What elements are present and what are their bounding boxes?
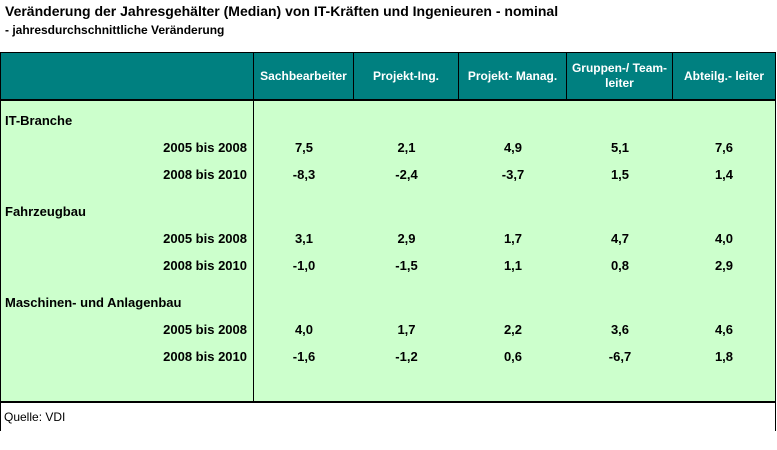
period-label: 2008 bis 2010 [163,258,247,273]
value-cell: 5,1 [610,140,630,155]
value-cell: 1,8 [714,349,734,364]
value-cell: 7,5 [294,140,314,155]
chart-title: Veränderung der Jahresgehälter (Median) … [5,3,559,19]
value-cell: 3,1 [294,231,314,246]
value-cell: -1,2 [395,349,418,364]
section-label-row: IT-Branche [1,107,775,134]
section-label-row: Fahrzeugbau [1,198,775,225]
value-cell: -6,7 [608,349,632,364]
column-header-sachbearbeiter: Sachbearbeiter [254,53,354,99]
period-label: 2008 bis 2010 [163,349,247,364]
value-cell: 1,5 [610,167,630,182]
value-cell: -3,7 [501,167,525,182]
value-cell: 3,6 [610,322,630,337]
table-row: 2005 bis 2008 3,1 2,9 1,7 4,7 4,0 [1,225,775,252]
value-cell: -1,5 [395,258,418,273]
value-cell: 4,0 [294,322,314,337]
value-cell: 4,6 [714,322,734,337]
value-cell: 1,7 [503,231,523,246]
period-label: 2005 bis 2008 [163,140,247,155]
value-cell: 2,1 [397,140,416,155]
table-footer: Quelle: VDI [1,403,775,431]
table-row: 2005 bis 2008 4,0 1,7 2,2 3,6 4,6 [1,316,775,343]
period-label: 2008 bis 2010 [163,167,247,182]
value-cell: 7,6 [714,140,734,155]
section-label-row: Maschinen- und Anlagenbau [1,289,775,316]
table-row: 2008 bis 2010 -1,6 -1,2 0,6 -6,7 1,8 [1,343,775,370]
salary-table: Sachbearbeiter Projekt-Ing. Projekt- Man… [0,52,776,431]
value-cell: -1,6 [292,349,316,364]
corner-cell [1,53,254,99]
value-cell: 0,6 [503,349,523,364]
value-cell: 2,2 [503,322,523,337]
column-header-projekt-ing: Projekt-Ing. [354,53,459,99]
section-maschinen-anlagenbau: Maschinen- und Anlagenbau 2005 bis 2008 … [1,289,775,370]
value-cell: 1,7 [397,322,416,337]
value-cell: 0,8 [610,258,630,273]
section-label: Fahrzeugbau [5,204,86,219]
value-cell: 4,0 [714,231,734,246]
table-row: 2008 bis 2010 -1,0 -1,5 1,1 0,8 2,9 [1,252,775,279]
period-label: 2005 bis 2008 [163,231,247,246]
column-header-projekt-manag: Projekt- Manag. [459,53,567,99]
value-cell: 4,9 [503,140,523,155]
value-cell: -8,3 [292,167,316,182]
value-cell: 1,1 [503,258,523,273]
value-cell: 1,4 [714,167,734,182]
table-row: 2005 bis 2008 7,5 2,1 4,9 5,1 7,6 [1,134,775,161]
table-row: 2008 bis 2010 -8,3 -2,4 -3,7 1,5 1,4 [1,161,775,188]
source-label: Quelle: VDI [4,410,66,424]
value-cell: 4,7 [610,231,630,246]
value-cell: 2,9 [714,258,734,273]
value-cell: -1,0 [292,258,316,273]
section-label: Maschinen- und Anlagenbau [5,295,182,310]
value-cell: 2,9 [397,231,416,246]
section-label: IT-Branche [5,113,73,128]
column-header-abteilungsleiter: Abteilg.- leiter [683,68,764,83]
section-fahrzeugbau: Fahrzeugbau 2005 bis 2008 3,1 2,9 1,7 4,… [1,198,775,279]
chart-subtitle: - jahresdurchschnittliche Veränderung [5,23,225,37]
column-header-gruppen-teamleiter: Gruppen-/ Team- leiter [567,53,673,99]
table-header-row: Sachbearbeiter Projekt-Ing. Projekt- Man… [1,53,775,101]
value-cell: -2,4 [395,167,418,182]
section-it-branche: IT-Branche 2005 bis 2008 7,5 2,1 4,9 5,1… [1,107,775,188]
table-body: IT-Branche 2005 bis 2008 7,5 2,1 4,9 5,1… [1,101,775,403]
period-label: 2005 bis 2008 [163,322,247,337]
